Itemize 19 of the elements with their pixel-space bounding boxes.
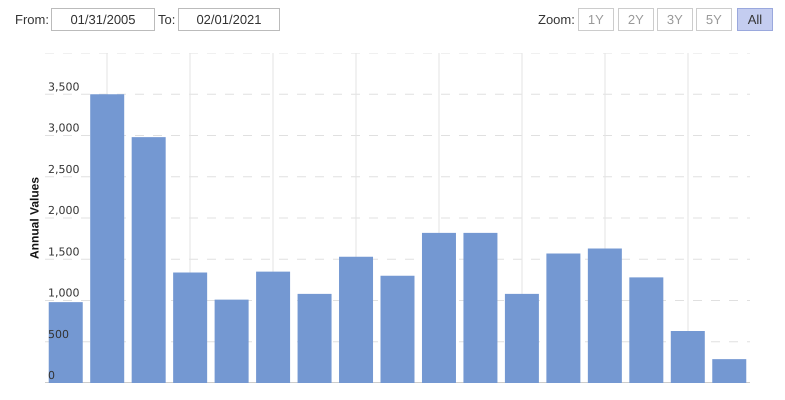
y-tick-label: 2,000	[48, 204, 80, 218]
text: 2Y	[628, 12, 644, 27]
text: 3Y	[666, 12, 684, 27]
text: 5Y	[706, 12, 722, 27]
text: Zoom:	[538, 12, 575, 27]
text: 02/01/2021	[196, 12, 262, 27]
text: 1Y	[588, 12, 604, 27]
y-axis-title: Annual Values	[27, 176, 42, 260]
text: 01/31/2005	[70, 12, 136, 27]
y-tick-label: 1,500	[48, 245, 80, 258]
y-tick-label: 2,500	[48, 162, 80, 176]
text: All	[748, 12, 762, 27]
text: From:	[15, 12, 49, 27]
y-tick-label: 3,500	[48, 80, 80, 94]
y-tick-label: 0	[48, 369, 55, 382]
text: To:	[158, 12, 176, 27]
y-tick-label: 1,000	[48, 286, 80, 300]
y-tick-label: 500	[48, 328, 69, 341]
y-tick-label: 3,000	[48, 122, 80, 135]
